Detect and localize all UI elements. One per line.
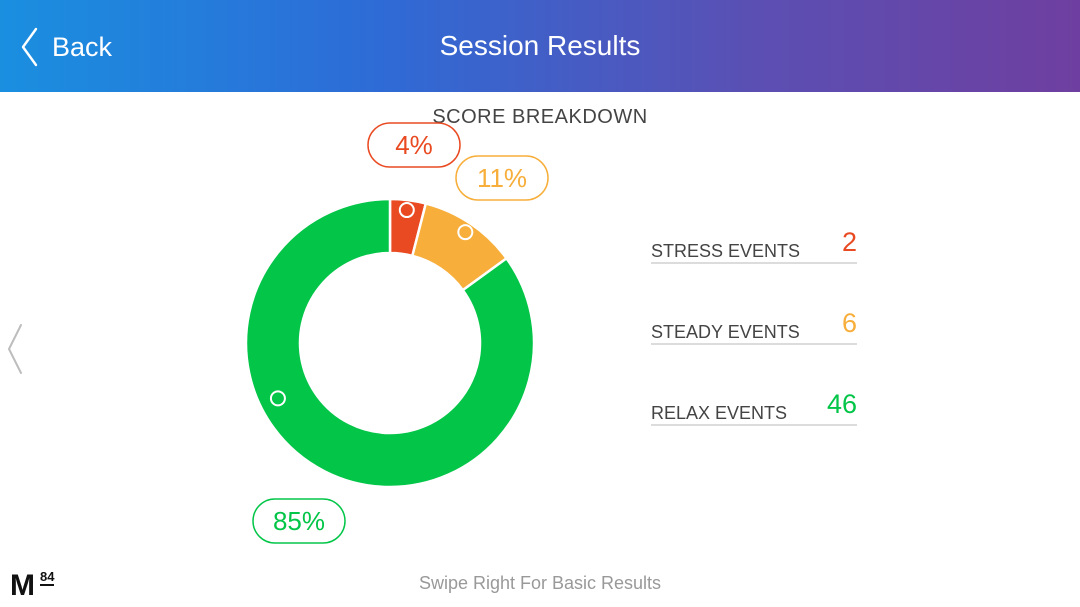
stat-label: STRESS EVENTS bbox=[651, 241, 801, 261]
section-title: SCORE BREAKDOWN bbox=[432, 106, 648, 128]
back-button[interactable]: Back bbox=[18, 22, 138, 72]
stat-label: RELAX EVENTS bbox=[651, 403, 788, 423]
stat-row-steady: STEADY EVENTS 6 bbox=[651, 308, 857, 345]
slice-marker-stress bbox=[398, 202, 415, 219]
stat-row-relax: RELAX EVENTS 46 bbox=[651, 389, 857, 426]
app-header: Back Session Results bbox=[0, 0, 1080, 92]
slice-marker-relax bbox=[269, 390, 286, 407]
slice-label-stress: 4% bbox=[395, 130, 433, 160]
slice-label-relax: 85% bbox=[273, 506, 325, 536]
stat-label: STEADY EVENTS bbox=[651, 322, 800, 342]
swipe-chevron-left-icon[interactable] bbox=[6, 322, 24, 376]
chevron-left-icon bbox=[21, 27, 38, 67]
logo-number: 84 bbox=[40, 569, 55, 586]
back-label: Back bbox=[52, 31, 113, 62]
slice-label-steady: 11% bbox=[477, 163, 527, 193]
brand-logo: M 84 bbox=[10, 569, 70, 602]
slice-label-box-stress bbox=[367, 122, 461, 168]
stat-value: 2 bbox=[841, 227, 857, 257]
slice-label-box-steady bbox=[455, 155, 549, 201]
stat-row-stress: STRESS EVENTS 2 bbox=[651, 227, 857, 264]
slice-label-box-relax bbox=[252, 498, 346, 544]
swipe-hint: Swipe Right For Basic Results bbox=[418, 573, 662, 593]
stat-value: 46 bbox=[826, 389, 857, 419]
logo-letter: M bbox=[10, 569, 35, 602]
donut-slice-relax bbox=[244, 197, 536, 489]
event-stats: STRESS EVENTS 2 STEADY EVENTS 6 RELAX EV… bbox=[651, 227, 857, 471]
stat-value: 6 bbox=[841, 308, 857, 338]
slice-marker-steady bbox=[457, 224, 474, 241]
